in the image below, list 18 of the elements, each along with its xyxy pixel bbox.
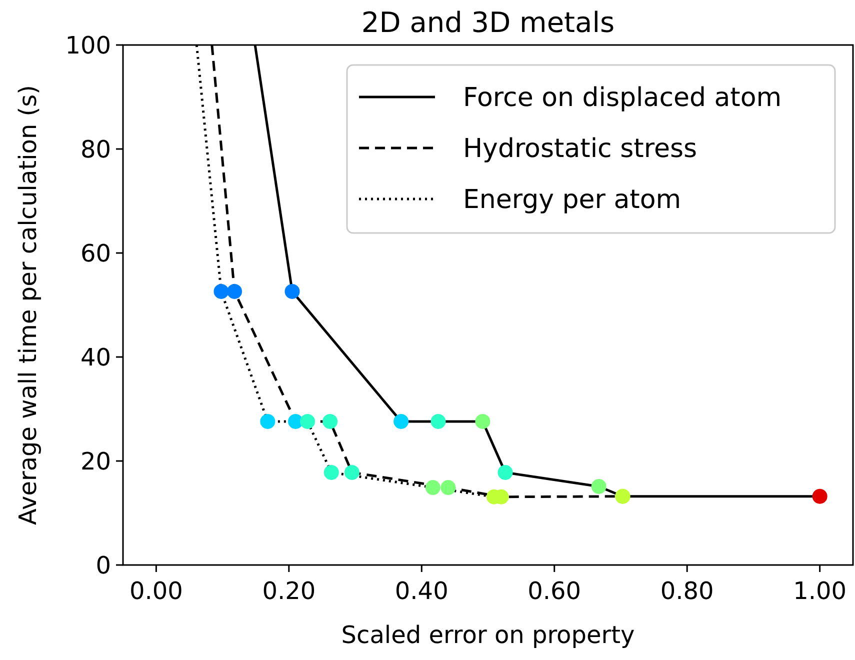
chart-title: 2D and 3D metals [361, 6, 615, 39]
y-tick-label: 80 [80, 135, 111, 164]
x-tick-label: 0.60 [528, 577, 582, 605]
y-tick-label: 20 [80, 447, 111, 476]
x-axis-title: Scaled error on property [341, 621, 635, 649]
x-tick-label: 0.00 [129, 577, 183, 605]
x-tick-label: 1.00 [793, 577, 847, 605]
y-tick-label: 0 [96, 551, 111, 580]
y-axis-title: Average wall time per calculation (s) [14, 84, 42, 526]
legend-label: Energy per atom [463, 185, 682, 216]
x-tick-label: 0.40 [394, 577, 448, 605]
x-tick-label: 0.20 [262, 577, 316, 605]
y-tick-label: 40 [80, 343, 111, 372]
legend-label: Force on displaced atom [463, 83, 782, 114]
x-tick-label: 0.80 [660, 577, 714, 605]
legend-label: Hydrostatic stress [463, 134, 698, 164]
y-tick-label: 100 [65, 31, 111, 60]
y-tick-label: 60 [80, 239, 111, 268]
